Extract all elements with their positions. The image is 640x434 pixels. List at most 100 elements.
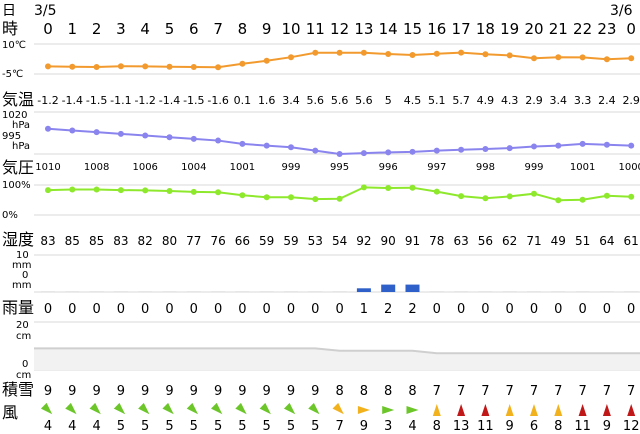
wind-arrow [627,404,636,416]
hour-label: 6 [189,20,199,38]
rain-bar [624,291,639,292]
humidity-data-label: 92 [356,234,371,248]
wind-arrow [186,402,199,415]
hour-label: 19 [500,20,519,38]
pressure-data-label: 1001 [570,162,595,173]
temp-top-unit: 10℃ [2,40,26,51]
humidity-data-label: 63 [453,234,468,248]
pressure-point [215,137,222,144]
temperature-data-label: 3.3 [574,94,592,107]
humidity-data-label: 61 [624,234,639,248]
humidity-data-label: 80 [162,234,177,248]
snow-data-label: 9 [68,384,76,399]
rain-data-label: 1 [360,302,368,317]
snow-data-label: 7 [554,384,562,399]
rain-data-label: 0 [190,302,198,317]
humidity-point [628,193,635,200]
pressure-point [458,146,465,153]
pressure-label: 気圧 [2,158,35,177]
rain-bar [332,291,347,292]
temperature-data-label: 5.6 [307,94,325,107]
temperature-point [482,51,489,58]
pressure-point [239,140,246,147]
humidity-point [288,194,294,201]
wind-label: 風 [2,403,19,422]
hour-label: 0 [43,20,53,38]
pressure-point [142,132,149,139]
rain-data-label: 0 [506,302,514,317]
wind-speed-label: 9 [360,419,368,434]
humidity-data-label: 91 [405,234,420,248]
snow-data-label: 7 [506,384,514,399]
wind-speed-label: 4 [408,419,416,434]
pressure-data-label: 1008 [84,162,109,173]
temperature-data-label: -1.4 [62,94,83,107]
temperature-point [190,64,197,70]
pressure-point [263,142,270,149]
temperature-point [433,50,440,57]
rain-data-label: 0 [263,302,271,317]
pres-bottom-unit: hPa [12,141,31,152]
humidity-data-label: 56 [478,234,493,248]
hour-label: 9 [262,20,272,38]
rain-data-label: 2 [384,302,392,317]
snow-data-label: 9 [190,384,198,399]
temperature-point [166,63,173,70]
wind-speed-label: 8 [554,419,562,434]
temperature-data-label: -1.1 [110,94,131,107]
temperature-data-label: 5.6 [331,94,349,107]
rain-top-unit: mm [12,260,32,271]
pressure-point [166,134,173,141]
hour-label: 12 [330,20,349,38]
wind-speed-label: 7 [335,419,343,434]
pressure-data-label: 999 [281,162,300,173]
wind-arrow [283,402,296,415]
wind-speed-label: 11 [574,419,591,434]
pressure-point [190,135,197,142]
snow-data-label: 7 [530,384,538,399]
rain-bar [551,291,566,292]
hour-label: 13 [354,20,373,38]
humidity-point [190,188,197,195]
snow-label: 積雪 [2,380,35,399]
humidity-point [555,197,562,204]
pressure-point [45,125,51,132]
pressure-point [433,147,440,154]
pressure-data-label: 1010 [35,162,60,173]
humidity-point [239,192,246,199]
wind-speed-label: 5 [117,419,125,434]
date-left: 3/5 [34,3,57,19]
wind-arrow [89,402,101,415]
temperature-point [142,63,149,70]
wind-speed-label: 12 [623,419,640,434]
hour-label: 23 [597,20,616,38]
humidity-point [482,195,489,202]
rain-data-label: 0 [117,302,125,317]
wind-speed-label: 5 [214,419,222,434]
hour-label: 20 [524,20,543,38]
hour-label: 8 [238,20,248,38]
temperature-data-label: -1.5 [86,94,107,107]
temp-bottom-unit: -5℃ [2,69,24,80]
pressure-point [360,150,367,157]
wind-arrow [505,404,514,416]
humidity-point [215,189,222,196]
wind-arrow [65,402,77,415]
humidity-point [409,184,416,191]
rain-bar [356,288,371,292]
humidity-point [142,187,149,194]
rain-data-label: 0 [603,302,611,317]
pressure-point [385,149,392,156]
wind-speed-label: 8 [433,419,441,434]
wind-arrow [40,402,53,415]
humidity-data-label: 85 [89,234,104,248]
temperature-data-label: 5 [385,94,392,107]
pressure-point [628,142,635,149]
humidity-data-label: 59 [283,234,298,248]
pressure-point [482,145,489,152]
pressure-point [336,151,343,157]
rain-bar [599,291,614,292]
pressure-data-label: 1004 [181,162,206,173]
humidity-data-label: 71 [526,234,541,248]
rain-bar [308,291,323,292]
